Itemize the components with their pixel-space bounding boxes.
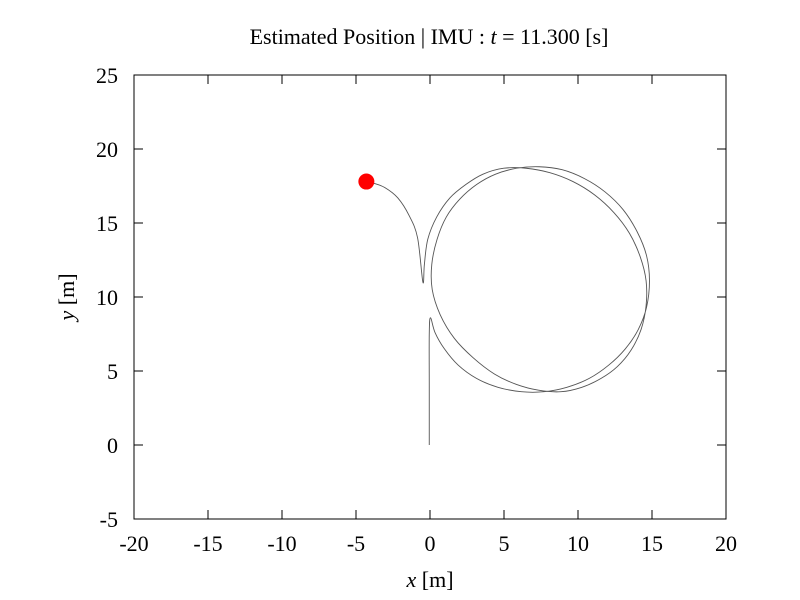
current-position-marker xyxy=(358,173,375,190)
title-time-variable: t xyxy=(490,24,497,49)
x-tick-label: -10 xyxy=(267,531,296,556)
x-axis-label: x [m] xyxy=(405,567,453,592)
x-tick-label: -20 xyxy=(119,531,148,556)
y-tick-label: 5 xyxy=(107,359,118,384)
x-axis-tick-labels: -20 -15 -10 -5 0 5 10 15 20 xyxy=(119,531,737,556)
y-tick-label: 20 xyxy=(96,137,118,162)
x-tick-label: 0 xyxy=(425,531,436,556)
y-axis-tick-labels: -5 0 5 10 15 20 25 xyxy=(96,63,118,532)
y-tick-label: 15 xyxy=(96,211,118,236)
x-tick-label: 5 xyxy=(499,531,510,556)
y-axis-variable: y xyxy=(54,311,79,323)
x-axis-variable: x xyxy=(405,567,416,592)
plot-area-frame xyxy=(133,74,727,520)
y-tick-label: 0 xyxy=(107,433,118,458)
title-time-value: = 11.300 [s] xyxy=(497,24,609,49)
x-tick-label: -15 xyxy=(193,531,222,556)
y-tick-label: -5 xyxy=(100,507,118,532)
series-layer xyxy=(358,166,650,445)
chart-title: Estimated Position | IMU : t = 11.300 [s… xyxy=(250,24,609,49)
title-prefix: Estimated Position | IMU : xyxy=(250,24,491,49)
y-axis-ticks xyxy=(134,74,726,520)
y-tick-label: 10 xyxy=(96,285,118,310)
y-tick-label: 25 xyxy=(96,63,118,88)
x-axis-unit: [m] xyxy=(416,567,453,592)
trajectory-line xyxy=(366,166,650,445)
x-tick-label: 20 xyxy=(715,531,737,556)
y-axis-unit: [m] xyxy=(54,273,79,310)
x-tick-label: -5 xyxy=(347,531,365,556)
x-tick-label: 15 xyxy=(641,531,663,556)
y-axis-label: y [m] xyxy=(54,273,79,322)
x-tick-label: 10 xyxy=(567,531,589,556)
x-axis-ticks xyxy=(133,75,727,519)
